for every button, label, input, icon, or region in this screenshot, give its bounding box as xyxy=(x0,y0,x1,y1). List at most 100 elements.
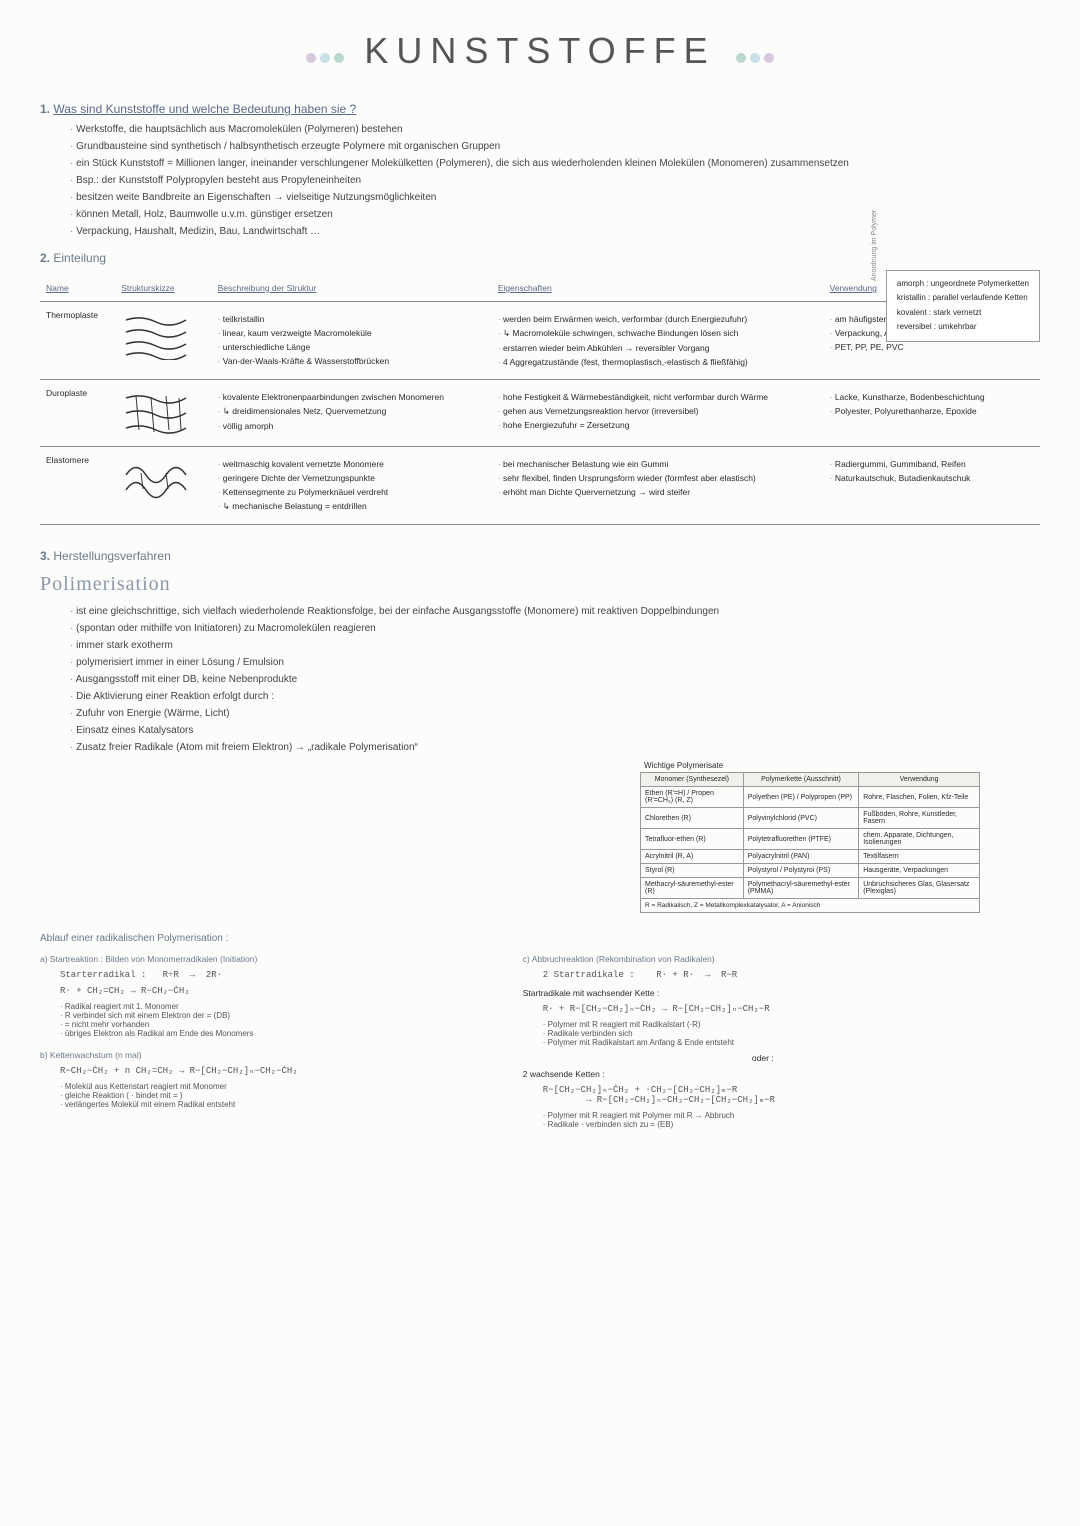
s1-line: Bsp.: der Kunststoff Polypropylen besteh… xyxy=(70,175,1040,186)
row-eig: hohe Festigkeit & Wärmebeständigkeit, ni… xyxy=(492,380,824,447)
row-eig: bei mechanischer Belastung wie ein Gummi… xyxy=(492,447,824,525)
polymerisation-heading: Polimerisation xyxy=(40,573,1040,596)
list-item: weitmaschig kovalent vernetzte Monomere xyxy=(218,459,486,469)
desc-line: übriges Elektron als Radikal am Ende des… xyxy=(60,1029,520,1038)
row-verw: Lacke, Kunstharze, BodenbeschichtungPoly… xyxy=(824,380,1040,447)
list-item: PET, PP, PE, PVC xyxy=(830,342,1034,352)
table-header: Beschreibung der Struktur xyxy=(212,275,492,302)
legend-vertical-label: Anordnung im Polymer xyxy=(869,210,882,281)
row-desc: kovalente Elektronenpaarbindungen zwisch… xyxy=(212,380,492,447)
structure-sketch-icon xyxy=(121,455,205,505)
desc-line: Radikal reagiert mit 1. Monomer xyxy=(60,1002,520,1011)
list-item: Radiergummi, Gummiband, Reifen xyxy=(830,459,1034,469)
list-item: ↳ dreidimensionales Netz, Quervernetzung xyxy=(218,406,486,417)
step-a-head: a) Startreaktion : Bilden von Monomerrad… xyxy=(40,954,520,964)
list-item: Naturkautschuk, Butadienkautschuk xyxy=(830,473,1034,483)
desc-line: Radikale verbinden sich xyxy=(543,1029,1003,1038)
ablauf-right-column: c) Abbruchreaktion (Rekombination von Ra… xyxy=(523,954,1003,1129)
step-c-head: c) Abbruchreaktion (Rekombination von Ra… xyxy=(523,954,1003,964)
list-item: gehen aus Vernetzungsreaktion hervor (ir… xyxy=(498,406,818,416)
list-item: erstarren wieder beim Abkühlen → reversi… xyxy=(498,343,818,353)
step-a-reaction: R· + CH₂=CH₂ → R−CH₂−ĊH₂ xyxy=(60,986,520,996)
list-item: hohe Festigkeit & Wärmebeständigkeit, ni… xyxy=(498,392,818,402)
list-item: Polyester, Polyurethanharze, Epoxide xyxy=(830,406,1034,416)
s1-line: Grundbausteine sind synthetisch / halbsy… xyxy=(70,141,1040,152)
polytab-row: Ethen (R'=H) / Propen (R'=CH₃) (R, Z)Pol… xyxy=(641,787,980,808)
row-verw: Radiergummi, Gummiband, Reifen Naturkauts… xyxy=(824,447,1040,525)
row-desc: teilkristallin linear, kaum verzweigte Ma… xyxy=(212,302,492,380)
s3-intro-line: (spontan oder mithilfe von Initiatoren) … xyxy=(70,623,1040,634)
section-2-num: 2. xyxy=(40,251,50,265)
polytab-cell: Polyethen (PE) / Polypropen (PP) xyxy=(743,787,859,808)
polytab-cell: Chlorethen (R) xyxy=(641,808,744,829)
desc-line: = nicht mehr vorhanden xyxy=(60,1020,520,1029)
ablauf-left-column: a) Startreaktion : Bilden von Monomerrad… xyxy=(40,954,520,1109)
s3-intro-line: Zusatz freier Radikale (Atom mit freiem … xyxy=(70,742,1040,753)
polytab-caption: Wichtige Polymerisate xyxy=(640,759,980,772)
section-1-question: Was sind Kunststoffe und welche Bedeutun… xyxy=(53,102,356,116)
desc-line: verlängertes Molekül mit einem Radikal e… xyxy=(60,1100,520,1109)
polytab-cell: Styrol (R) xyxy=(641,864,744,878)
polytab-footnote: R = Radikalisch, Z = Metallkomplexkataly… xyxy=(641,899,980,913)
step-c3-reaction: R−[CH₂−CH₂]ₙ−ĊH₂ + ·CH₂−[CH₂−CH₂]ₘ−R → R… xyxy=(543,1085,1003,1105)
desc-line: Radikale · verbinden sich zu = (EB) xyxy=(543,1120,1003,1129)
polytab-header: Polymerkette (Ausschnitt) xyxy=(743,773,859,787)
page-title: KUNSTSTOFFE xyxy=(40,30,1040,72)
step-c3-head: 2 wachsende Ketten : xyxy=(523,1069,1003,1079)
s3-intro-line: ist eine gleichschrittige, sich vielfach… xyxy=(70,606,1040,617)
list-item: ↳ mechanische Belastung = entdrillen xyxy=(218,501,486,512)
polytab-row: Tetrafluor-ethen (R)Polytetrafluorethen … xyxy=(641,829,980,850)
desc-line: gleiche Reaktion ( · bindet mit = ) xyxy=(60,1091,520,1100)
step-c2-head: Startradikale mit wachsender Kette : xyxy=(523,988,1003,998)
polytab-cell: Acrylnitril (R, A) xyxy=(641,850,744,864)
s1-line: besitzen weite Bandbreite an Eigenschaft… xyxy=(70,192,1040,203)
s1-line: können Metall, Holz, Baumwolle u.v.m. gü… xyxy=(70,209,1040,220)
polytab-cell: Polystyrol / Polystyroi (PS) xyxy=(743,864,859,878)
row-sketch xyxy=(115,302,211,380)
step-b-head: b) Kettenwachstum (n mal) xyxy=(40,1050,520,1060)
row-name: Thermoplaste xyxy=(40,302,115,380)
ordering-legend-box: Anordnung im Polymer amorph : ungeordnet… xyxy=(886,270,1040,342)
list-item: hohe Energiezufuhr = Zersetzung xyxy=(498,420,818,430)
polytab-cell: Hausgeräte, Verpackungen xyxy=(859,864,980,878)
desc-line: Polymer mit R reagiert mit Radikalstart … xyxy=(543,1020,1003,1029)
list-item: ↳ Macromoleküle schwingen, schwache Bind… xyxy=(498,328,818,339)
s1-line: Werkstoffe, die hauptsächlich aus Macrom… xyxy=(70,124,1040,135)
row-sketch xyxy=(115,380,211,447)
polytab-row: Styrol (R)Polystyrol / Polystyroi (PS)Ha… xyxy=(641,864,980,878)
section-2-title: Einteilung xyxy=(53,251,106,265)
list-item: Kettensegmente zu Polymerknäuel verdreht xyxy=(218,487,486,497)
list-item: völlig amorph xyxy=(218,421,486,431)
polytab-cell: Polyvinylchlorid (PVC) xyxy=(743,808,859,829)
list-item: sehr flexibel, finden Ursprungsform wied… xyxy=(498,473,818,483)
section-3-title: Herstellungsverfahren xyxy=(53,549,170,563)
polytab-cell: Fußböden, Rohre, Kunstleder, Fasern xyxy=(859,808,980,829)
list-item: werden beim Erwärmen weich, verformbar (… xyxy=(498,314,818,324)
table-header: Eigenschaften xyxy=(492,275,824,302)
row-desc: weitmaschig kovalent vernetzte Monomereg… xyxy=(212,447,492,525)
table-header: Strukturskizze xyxy=(115,275,211,302)
ablauf-heading: Ablauf einer radikalischen Polymerisatio… xyxy=(40,933,1040,944)
list-item: teilkristallin xyxy=(218,314,486,324)
s3-intro-line: Einsatz eines Katalysators xyxy=(70,725,1040,736)
polytab-cell: Methacryl-säuremethyl-ester (R) xyxy=(641,878,744,899)
structure-sketch-icon xyxy=(121,310,205,360)
list-item: 4 Aggregatzustände (fest, thermoplastisc… xyxy=(498,357,818,367)
s3-intro-line: Ausgangsstoff mit einer DB, keine Nebenp… xyxy=(70,674,1040,685)
step-b-reaction: R−CH₂−ĊH₂ + n CH₂=CH₂ → R−[CH₂−CH₂]ₙ−CH₂… xyxy=(60,1066,520,1076)
polytab-cell: Textilfasern xyxy=(859,850,980,864)
s1-line: ein Stück Kunststoff = Millionen langer,… xyxy=(70,158,1040,169)
legend-row: amorph : ungeordnete Polymerketten xyxy=(897,277,1029,291)
list-item: linear, kaum verzweigte Macromoleküle xyxy=(218,328,486,338)
s3-intro-line: immer stark exotherm xyxy=(70,640,1040,651)
desc-line: Polymer mit R reagiert mit Polymer mit R… xyxy=(543,1111,1003,1120)
polytab-cell: Polyacrylnitril (PAN) xyxy=(743,850,859,864)
s3-intro-line: polymerisiert immer in einer Lösung / Em… xyxy=(70,657,1040,668)
table-row: Duroplaste kovalente Elektronenpaarbindun… xyxy=(40,380,1040,447)
section-1-head: 1. Was sind Kunststoffe und welche Bedeu… xyxy=(40,102,1040,116)
polytab-header: Verwendung xyxy=(859,773,980,787)
row-name: Duroplaste xyxy=(40,380,115,447)
title-text: KUNSTSTOFFE xyxy=(364,30,715,71)
row-name: Elastomere xyxy=(40,447,115,525)
list-item: bei mechanischer Belastung wie ein Gummi xyxy=(498,459,818,469)
